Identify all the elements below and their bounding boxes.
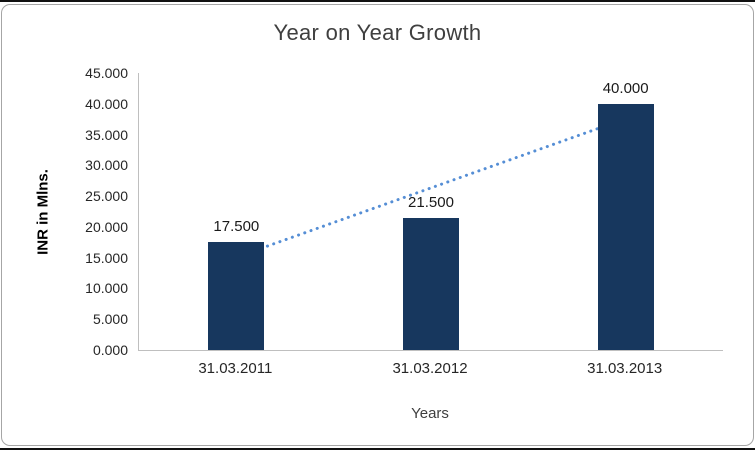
y-tick-label: 0.000: [92, 342, 128, 358]
plot-area: 17.500 21.500 40.000: [138, 73, 723, 351]
bar: [597, 103, 654, 350]
y-tick-label: 25.000: [85, 188, 128, 205]
x-tick-label: 31.03.2013: [587, 360, 663, 377]
y-tick-label: 35.000: [85, 126, 128, 143]
y-tick-label: 5.000: [92, 311, 128, 328]
chart-frame: Year on Year Growth INR in Mlns. 0.000 5.…: [1, 4, 754, 446]
x-tick-label: 31.03.2011: [198, 360, 273, 377]
bar-data-label: 17.500: [213, 218, 260, 236]
x-tick-label: 31.03.2012: [392, 360, 468, 377]
chart-title: Year on Year Growth: [273, 20, 482, 45]
x-axis-tick-labels: 31.03.2011 31.03.2012 31.03.2013: [138, 360, 722, 382]
y-tick-label: 10.000: [85, 280, 128, 297]
bar: [208, 242, 265, 350]
y-axis-title: INR in Mlns.: [34, 169, 52, 255]
x-axis-title: Years: [411, 405, 449, 422]
y-tick-label: 15.000: [85, 249, 128, 266]
y-tick-label: 30.000: [85, 157, 128, 174]
trendline: [234, 117, 628, 259]
y-axis-tick-labels: 0.000 5.000 10.000 15.000 20.000 25.000 30.000…: [58, 65, 128, 358]
y-tick-label: 40.000: [85, 95, 128, 112]
bar-data-label: 21.500: [408, 193, 454, 211]
bar-data-label: 40.000: [602, 79, 649, 97]
bar: [403, 217, 459, 350]
y-tick-label: 20.000: [85, 218, 128, 235]
y-tick-label: 45.000: [85, 65, 128, 81]
